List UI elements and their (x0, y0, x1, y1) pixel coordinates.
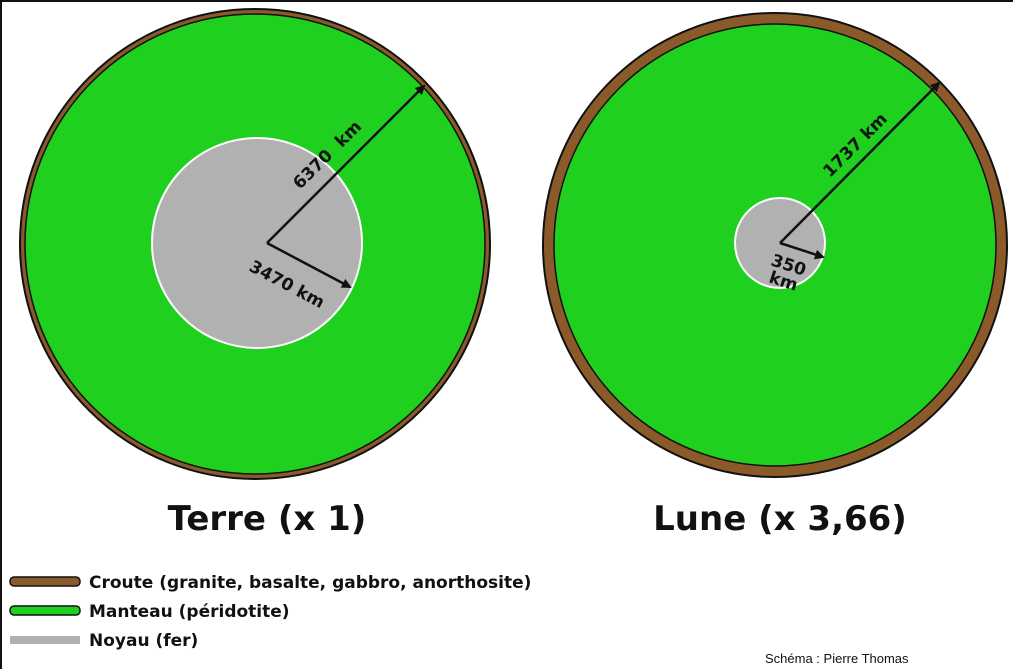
frame-left (0, 0, 2, 669)
credit: Schéma : Pierre Thomas (765, 651, 909, 666)
legend-swatch-core (10, 636, 80, 644)
earth-core (152, 138, 362, 348)
frame-top (0, 0, 1013, 2)
moon-title: Lune (x 3,66) (653, 499, 907, 539)
earth-title: Terre (x 1) (168, 499, 367, 539)
legend-label: Noyau (fer) (89, 631, 198, 651)
diagram: 6370 km 3470 km Terre (x 1) 1737 km 350 … (0, 0, 1013, 669)
legend-label: Manteau (péridotite) (89, 602, 290, 622)
legend-swatch-mantle (10, 606, 80, 615)
legend-label: Croute (granite, basalte, gabbro, anorth… (89, 573, 531, 593)
legend-swatch-crust (10, 577, 80, 586)
